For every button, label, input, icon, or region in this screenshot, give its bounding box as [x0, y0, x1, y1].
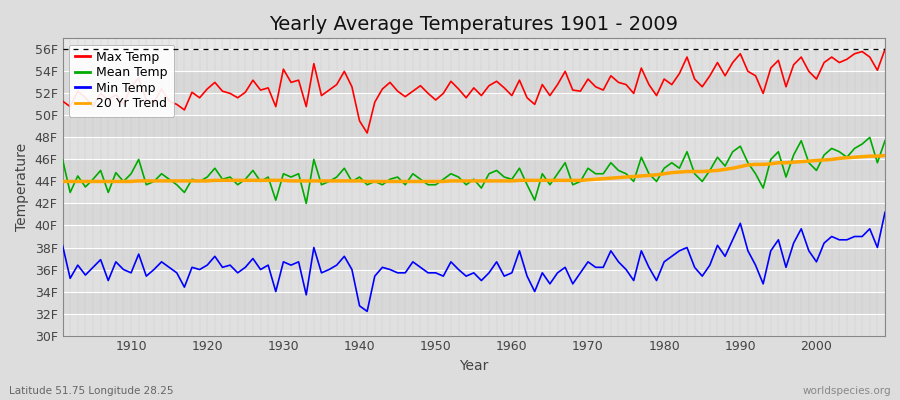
Text: Latitude 51.75 Longitude 28.25: Latitude 51.75 Longitude 28.25	[9, 386, 174, 396]
Y-axis label: Temperature: Temperature	[15, 143, 29, 231]
Bar	[62, 49, 885, 71]
Bar	[62, 182, 885, 204]
Text: worldspecies.org: worldspecies.org	[803, 386, 891, 396]
Bar	[62, 248, 885, 270]
Bar	[62, 93, 885, 115]
Bar	[62, 314, 885, 336]
Bar	[62, 160, 885, 182]
Bar	[62, 204, 885, 226]
Bar	[62, 226, 885, 248]
Title: Yearly Average Temperatures 1901 - 2009: Yearly Average Temperatures 1901 - 2009	[269, 15, 679, 34]
X-axis label: Year: Year	[459, 359, 489, 373]
Bar	[62, 292, 885, 314]
Bar	[62, 270, 885, 292]
Bar	[62, 138, 885, 160]
Bar	[62, 115, 885, 138]
Legend: Max Temp, Mean Temp, Min Temp, 20 Yr Trend: Max Temp, Mean Temp, Min Temp, 20 Yr Tre…	[68, 44, 174, 116]
Bar	[62, 71, 885, 93]
